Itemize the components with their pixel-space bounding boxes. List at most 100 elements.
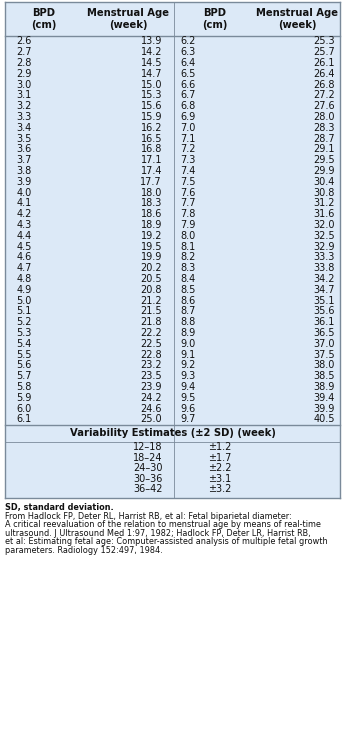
Text: A critical reevaluation of the relation to menstrual age by means of real-time: A critical reevaluation of the relation … [5, 520, 321, 530]
Text: 7.3: 7.3 [181, 155, 196, 165]
Text: ±1.7: ±1.7 [208, 452, 232, 463]
Text: 4.4: 4.4 [17, 231, 32, 241]
Text: 23.2: 23.2 [140, 361, 162, 370]
Text: SD, standard deviation.: SD, standard deviation. [5, 503, 114, 512]
Text: 28.3: 28.3 [314, 123, 335, 133]
Text: 2.9: 2.9 [17, 69, 32, 79]
Text: 15.3: 15.3 [140, 91, 162, 101]
Text: 33.8: 33.8 [314, 263, 335, 273]
Text: 15.0: 15.0 [140, 80, 162, 89]
Text: 9.2: 9.2 [181, 361, 196, 370]
Text: 3.5: 3.5 [17, 134, 32, 143]
Text: 18.6: 18.6 [141, 209, 162, 219]
Text: Menstrual Age
(week): Menstrual Age (week) [256, 8, 338, 30]
Text: 24–30: 24–30 [133, 463, 163, 473]
Text: 20.8: 20.8 [140, 285, 162, 295]
Text: 3.8: 3.8 [17, 166, 32, 176]
Text: 26.8: 26.8 [314, 80, 335, 89]
Text: 27.6: 27.6 [313, 101, 335, 111]
Text: 22.2: 22.2 [140, 328, 162, 338]
Text: From Hadlock FP, Deter RL, Harrist RB, et al: Fetal biparietal diameter:: From Hadlock FP, Deter RL, Harrist RB, e… [5, 512, 292, 520]
Text: 18.0: 18.0 [141, 188, 162, 197]
Text: 2.6: 2.6 [17, 37, 32, 46]
Text: BPD
(cm): BPD (cm) [202, 8, 227, 30]
Text: 9.6: 9.6 [181, 404, 196, 413]
Text: 32.9: 32.9 [314, 242, 335, 251]
Text: ±3.2: ±3.2 [208, 484, 232, 494]
Text: 23.5: 23.5 [140, 371, 162, 381]
Text: 31.6: 31.6 [314, 209, 335, 219]
Text: 29.9: 29.9 [314, 166, 335, 176]
Text: 5.1: 5.1 [17, 307, 32, 316]
Text: 21.8: 21.8 [140, 317, 162, 327]
Text: 7.4: 7.4 [181, 166, 196, 176]
Text: 14.7: 14.7 [140, 69, 162, 79]
Text: et al: Estimating fetal age: Computer-assisted analysis of multiple fetal growth: et al: Estimating fetal age: Computer-as… [5, 537, 328, 546]
Text: 34.2: 34.2 [314, 274, 335, 284]
Text: 5.5: 5.5 [17, 350, 32, 359]
Text: 2.8: 2.8 [17, 58, 32, 68]
Text: 25.7: 25.7 [313, 47, 335, 57]
Text: 24.2: 24.2 [140, 393, 162, 403]
Text: 30–36: 30–36 [133, 473, 163, 484]
Text: 4.9: 4.9 [17, 285, 32, 295]
Text: 32.5: 32.5 [313, 231, 335, 241]
Text: 15.6: 15.6 [140, 101, 162, 111]
Text: 8.8: 8.8 [181, 317, 196, 327]
Text: 8.5: 8.5 [181, 285, 196, 295]
Text: 9.3: 9.3 [181, 371, 196, 381]
Text: 40.5: 40.5 [314, 415, 335, 424]
Text: 4.2: 4.2 [17, 209, 32, 219]
Text: 24.6: 24.6 [140, 404, 162, 413]
Text: 8.1: 8.1 [181, 242, 196, 251]
Text: 15.9: 15.9 [140, 112, 162, 122]
Text: 36.1: 36.1 [314, 317, 335, 327]
Text: 9.4: 9.4 [181, 382, 196, 392]
Text: Menstrual Age
(week): Menstrual Age (week) [87, 8, 169, 30]
Text: 6.5: 6.5 [181, 69, 196, 79]
Text: 19.9: 19.9 [141, 253, 162, 262]
Text: 6.0: 6.0 [17, 404, 32, 413]
Text: 7.7: 7.7 [180, 199, 196, 208]
Text: 7.9: 7.9 [181, 220, 196, 230]
Text: ultrasound. J Ultrasound Med 1:97, 1982; Hadlock FP, Deter LR, Harrist RB,: ultrasound. J Ultrasound Med 1:97, 1982;… [5, 529, 311, 538]
Text: 13.9: 13.9 [141, 37, 162, 46]
Text: 22.8: 22.8 [140, 350, 162, 359]
Text: 31.2: 31.2 [314, 199, 335, 208]
Text: 35.1: 35.1 [314, 296, 335, 305]
Text: 22.5: 22.5 [140, 339, 162, 349]
Text: 4.3: 4.3 [17, 220, 32, 230]
Text: 6.3: 6.3 [181, 47, 196, 57]
Text: ±1.2: ±1.2 [208, 442, 232, 452]
Text: 5.9: 5.9 [17, 393, 32, 403]
Text: 8.9: 8.9 [181, 328, 196, 338]
Text: 25.3: 25.3 [313, 37, 335, 46]
Text: 17.1: 17.1 [140, 155, 162, 165]
Text: 9.5: 9.5 [181, 393, 196, 403]
Text: 7.8: 7.8 [181, 209, 196, 219]
Text: 7.6: 7.6 [181, 188, 196, 197]
Text: 8.2: 8.2 [181, 253, 196, 262]
Text: 3.3: 3.3 [17, 112, 32, 122]
Text: 6.9: 6.9 [181, 112, 196, 122]
Text: 16.2: 16.2 [140, 123, 162, 133]
Text: 8.7: 8.7 [181, 307, 196, 316]
Text: 4.0: 4.0 [17, 188, 32, 197]
Text: 8.6: 8.6 [181, 296, 196, 305]
Text: 26.1: 26.1 [314, 58, 335, 68]
Text: 25.0: 25.0 [140, 415, 162, 424]
Text: 3.0: 3.0 [17, 80, 32, 89]
Text: 5.2: 5.2 [17, 317, 32, 327]
Text: 8.4: 8.4 [181, 274, 196, 284]
Text: 21.2: 21.2 [140, 296, 162, 305]
Text: 6.4: 6.4 [181, 58, 196, 68]
Text: 3.4: 3.4 [17, 123, 32, 133]
Text: 3.9: 3.9 [17, 177, 32, 187]
Text: 14.2: 14.2 [140, 47, 162, 57]
Text: ±2.2: ±2.2 [208, 463, 232, 473]
Text: 16.5: 16.5 [140, 134, 162, 143]
Text: 39.4: 39.4 [314, 393, 335, 403]
Text: 4.5: 4.5 [17, 242, 32, 251]
Text: 29.5: 29.5 [313, 155, 335, 165]
Text: 5.7: 5.7 [17, 371, 32, 381]
